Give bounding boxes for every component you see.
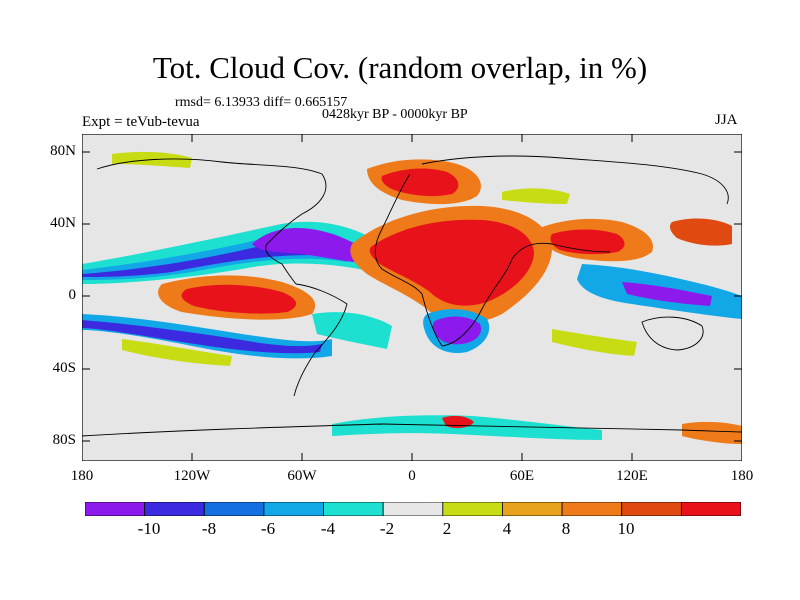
- season-label: JJA: [715, 112, 738, 128]
- lon-label-60e: 60E: [509, 468, 535, 484]
- coastlines: [82, 155, 742, 437]
- anomaly-positive-europe-core: [381, 168, 459, 197]
- colorbar-swatch: [502, 502, 563, 516]
- period-text: 0428kyr BP - 0000kyr BP: [322, 107, 468, 122]
- colorbar-label: -4: [320, 519, 336, 538]
- lat-label-40n: 40N: [50, 215, 76, 231]
- colorbar-label: -10: [137, 519, 161, 538]
- anomaly-negative-satlantic: [312, 312, 392, 349]
- lon-label-60w: 60W: [287, 468, 317, 484]
- colorbar-swatch: [263, 502, 324, 516]
- colorbar-swatch: [621, 502, 682, 516]
- colorbar-swatch: [203, 502, 265, 516]
- anomaly-positive-epac-equator-core: [181, 284, 297, 314]
- colorbar-swatch: [442, 502, 503, 516]
- lon-label-0: 0: [408, 468, 416, 484]
- colorbar-label: -6: [260, 519, 276, 538]
- anomaly-weak-positive-1: [122, 339, 232, 366]
- chart-title: Tot. Cloud Cov. (random overlap, in %): [152, 50, 648, 85]
- colorbar-label: 10: [617, 519, 635, 538]
- anomaly-negative-wpac-core: [622, 282, 712, 306]
- anomaly-positive-africa-core: [369, 219, 534, 306]
- colorbar-label: -2: [379, 519, 395, 538]
- colorbar-swatch: [323, 502, 384, 516]
- lat-label-80s: 80S: [52, 432, 76, 448]
- lat-label-40s: 40S: [52, 360, 76, 376]
- anomaly-negative-caribbean: [252, 228, 382, 264]
- lat-label-0: 0: [68, 287, 77, 303]
- lon-label-120w: 120W: [173, 468, 211, 484]
- experiment-label: Expt = teVub-tevua: [82, 114, 200, 130]
- colorbar-swatch: [144, 502, 205, 516]
- colorbar-label: -8: [201, 519, 217, 538]
- lat-label-80n: 80N: [50, 143, 76, 159]
- anomaly-positive-antarctic: [682, 421, 742, 444]
- anomaly-negative-spac-core: [82, 320, 322, 354]
- colorbar: [85, 502, 741, 516]
- anomaly-weak-positive-4: [502, 188, 570, 204]
- stats-text: rmsd= 6.13933 diff= 0.665157: [175, 95, 348, 110]
- colorbar-label: 4: [502, 519, 512, 538]
- lon-label-180e: 180: [730, 468, 754, 484]
- colorbar-label: 8: [561, 519, 571, 538]
- axis-ticks: [82, 134, 742, 461]
- anomaly-positive-japan: [669, 218, 732, 246]
- colorbar-swatch: [382, 502, 444, 516]
- colorbar-swatch: [561, 502, 623, 516]
- anomaly-weak-positive-2: [552, 329, 637, 356]
- lon-label-180w: 180: [70, 468, 94, 484]
- anomaly-negative-southern-ocean: [332, 415, 602, 440]
- lon-label-120e: 120E: [616, 468, 648, 484]
- colorbar-label: 2: [442, 519, 452, 538]
- cloud-cover-map: [82, 134, 742, 461]
- anomaly-negative-south-africa-core: [432, 316, 482, 345]
- colorbar-swatch: [680, 502, 741, 516]
- colorbar-swatch: [85, 502, 146, 516]
